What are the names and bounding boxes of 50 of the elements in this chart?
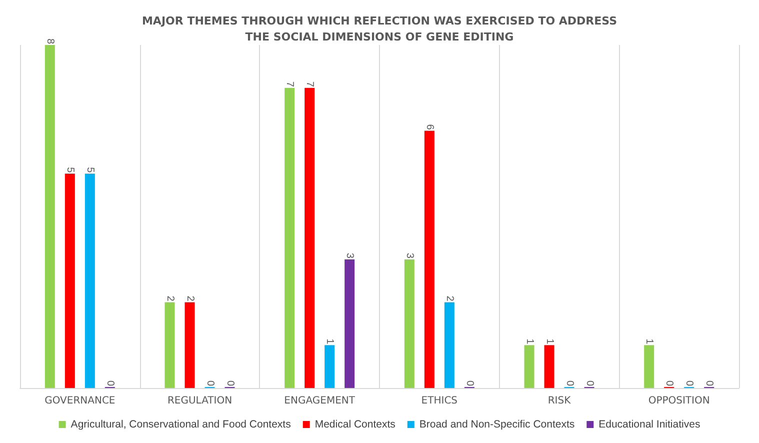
data-label: 1 (524, 338, 535, 345)
data-label: 0 (584, 380, 595, 386)
legend-label: Educational Initiatives (598, 418, 700, 430)
data-label: 3 (344, 252, 356, 259)
bar (184, 302, 195, 388)
bar (304, 88, 315, 388)
bar (544, 345, 554, 388)
legend-label: Broad and Non-Specific Contexts (419, 418, 575, 430)
data-label: 0 (564, 380, 575, 386)
data-label: 2 (444, 296, 455, 302)
bar (84, 174, 95, 388)
x-tick-label: RISK (548, 396, 572, 406)
chart-title: MAJOR THEMES THROUGH WHICH REFLECTION WAS EXERCISED TO ADDRESS THE SOCIAL DIMENSIONS OF GENE EDITING (142, 14, 618, 44)
bar (444, 302, 454, 388)
data-label: 0 (704, 380, 715, 386)
x-tick-label: OPPOSITION (648, 396, 710, 406)
data-label: 7 (304, 81, 316, 88)
x-tick-label: REGULATION (167, 396, 232, 406)
bar (404, 259, 414, 388)
x-tick-label: GOVERNANCE (44, 396, 116, 406)
data-label: 3 (404, 252, 415, 259)
data-label: 2 (184, 296, 196, 302)
data-label: 1 (644, 338, 655, 345)
data-label: 2 (164, 296, 176, 302)
legend-label: Medical Contexts (314, 418, 396, 430)
data-label: 0 (464, 380, 475, 386)
x-tick-label: ENGAGEMENT (284, 396, 356, 406)
data-label: 7 (284, 81, 296, 88)
data-label: 0 (224, 380, 236, 386)
bar (44, 45, 55, 388)
data-label: 0 (204, 380, 216, 386)
data-label: 6 (424, 124, 435, 130)
bar (524, 345, 534, 388)
data-label: 1 (544, 338, 555, 345)
data-label: 5 (84, 167, 96, 174)
bar (164, 302, 175, 388)
data-label: 0 (684, 380, 695, 386)
data-label: 5 (64, 167, 76, 174)
bar (344, 259, 355, 388)
bar (644, 345, 654, 388)
data-label: 0 (104, 380, 116, 386)
bar (324, 345, 335, 388)
bar (424, 130, 434, 388)
bar (64, 174, 75, 388)
data-label: 1 (324, 338, 336, 345)
x-tick-label: ETHICS (421, 396, 458, 406)
bar (284, 88, 295, 388)
data-label: 8 (44, 38, 56, 44)
data-label: 0 (664, 380, 675, 386)
legend-label: Agricultural, Conservational and Food Contexts (70, 418, 291, 430)
